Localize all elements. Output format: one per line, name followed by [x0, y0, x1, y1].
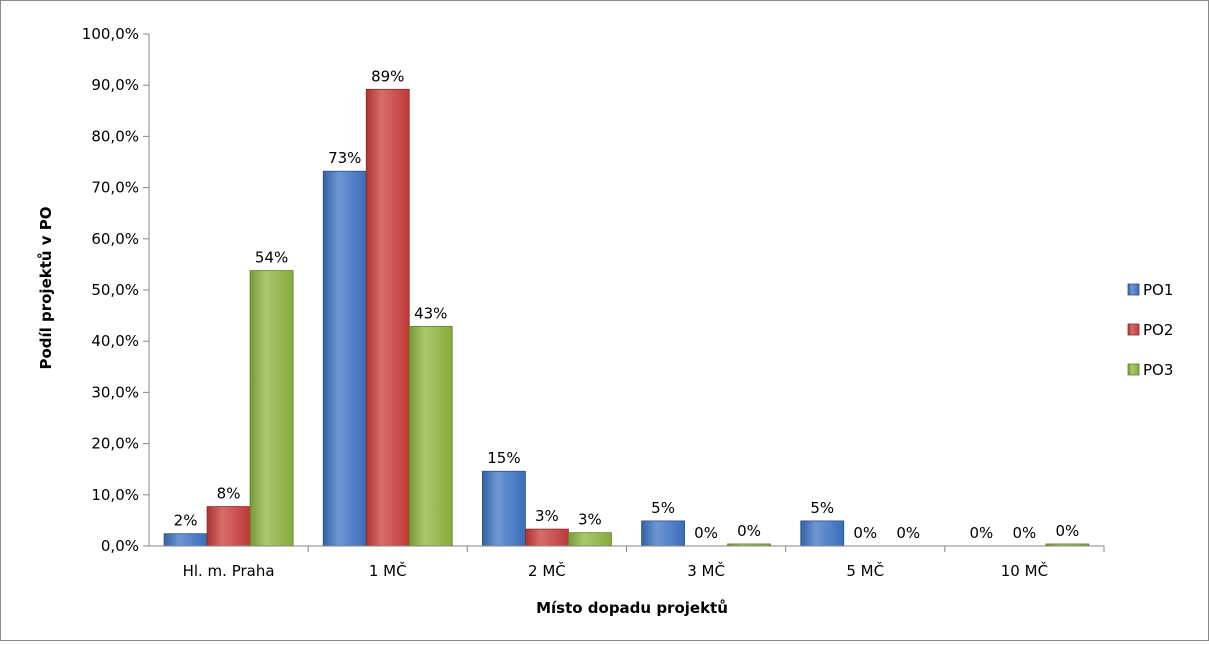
- data-label: 89%: [371, 67, 404, 85]
- y-tick-label: 60,0%: [91, 230, 139, 248]
- x-axis: Hl. m. Praha 1 MČ 2 MČ 3 MČ 5 MČ 10 MČ: [149, 545, 1105, 580]
- data-label: 0%: [853, 524, 877, 542]
- bar-po1: [641, 520, 685, 547]
- legend-swatch-po3: [1127, 363, 1140, 376]
- y-tick-label: 30,0%: [91, 383, 139, 401]
- y-tick-label: 80,0%: [91, 127, 139, 145]
- y-axis-title: Podíl projektů v PO: [37, 206, 55, 369]
- legend-swatch-po2: [1127, 323, 1140, 336]
- bar-po2: [365, 88, 410, 547]
- y-tick-label: 10,0%: [91, 486, 139, 504]
- y-tick-label: 0,0%: [101, 537, 139, 555]
- y-tick-label: 100,0%: [82, 25, 139, 43]
- x-category-label: Hl. m. Praha: [183, 562, 275, 580]
- bar-po3: [249, 270, 294, 547]
- data-label: 15%: [487, 449, 520, 467]
- x-category-label: 10 MČ: [1001, 561, 1048, 580]
- legend-swatch-po1: [1127, 283, 1140, 296]
- x-axis-title: Místo dopadu projektů: [536, 599, 728, 617]
- data-labels: 2% 8% 54% 73% 89% 43% 15% 3% 3% 5% 0% 0% 5% 0% 0% 0% 0% 0…: [174, 67, 1080, 542]
- x-category-label: 1 MČ: [369, 561, 407, 580]
- data-label: 5%: [651, 499, 675, 517]
- bar-po1: [800, 520, 845, 547]
- y-tick-label: 40,0%: [91, 332, 139, 350]
- data-label: 54%: [255, 249, 288, 267]
- bar-po2: [525, 528, 569, 547]
- bar-po2: [206, 506, 251, 547]
- legend: PO1 PO2 PO3: [1127, 281, 1173, 379]
- data-label: 0%: [970, 524, 994, 542]
- bar-po3: [568, 532, 612, 547]
- data-label: 0%: [694, 524, 718, 542]
- y-axis: 0,0% 10,0% 20,0% 30,0% 40,0% 50,0% 60,0% 70,0% 8…: [82, 25, 150, 555]
- y-tick-label: 70,0%: [91, 179, 139, 197]
- data-label: 3%: [578, 511, 602, 529]
- data-label: 3%: [535, 507, 559, 525]
- data-label: 8%: [217, 485, 241, 503]
- bar-po1: [163, 533, 208, 547]
- x-category-label: 5 MČ: [846, 561, 884, 580]
- data-label: 43%: [414, 304, 447, 322]
- data-label: 0%: [1013, 524, 1037, 542]
- legend-label-po2: PO2: [1143, 321, 1173, 339]
- y-tick-label: 20,0%: [91, 435, 139, 453]
- data-label: 0%: [737, 522, 761, 540]
- data-label: 2%: [174, 512, 198, 530]
- legend-label-po3: PO3: [1143, 361, 1173, 379]
- data-label: 5%: [810, 499, 834, 517]
- data-label: 0%: [896, 524, 920, 542]
- legend-label-po1: PO1: [1143, 281, 1173, 299]
- y-tick-label: 90,0%: [91, 76, 139, 94]
- y-tick-label: 50,0%: [91, 281, 139, 299]
- x-category-label: 3 MČ: [687, 561, 725, 580]
- bar-po1: [482, 470, 526, 547]
- x-category-label: 2 MČ: [528, 561, 566, 580]
- data-label: 0%: [1056, 522, 1080, 540]
- bar-po3: [408, 325, 453, 547]
- bar-po1: [322, 170, 367, 547]
- bars: [163, 88, 1090, 547]
- data-label: 73%: [328, 149, 361, 167]
